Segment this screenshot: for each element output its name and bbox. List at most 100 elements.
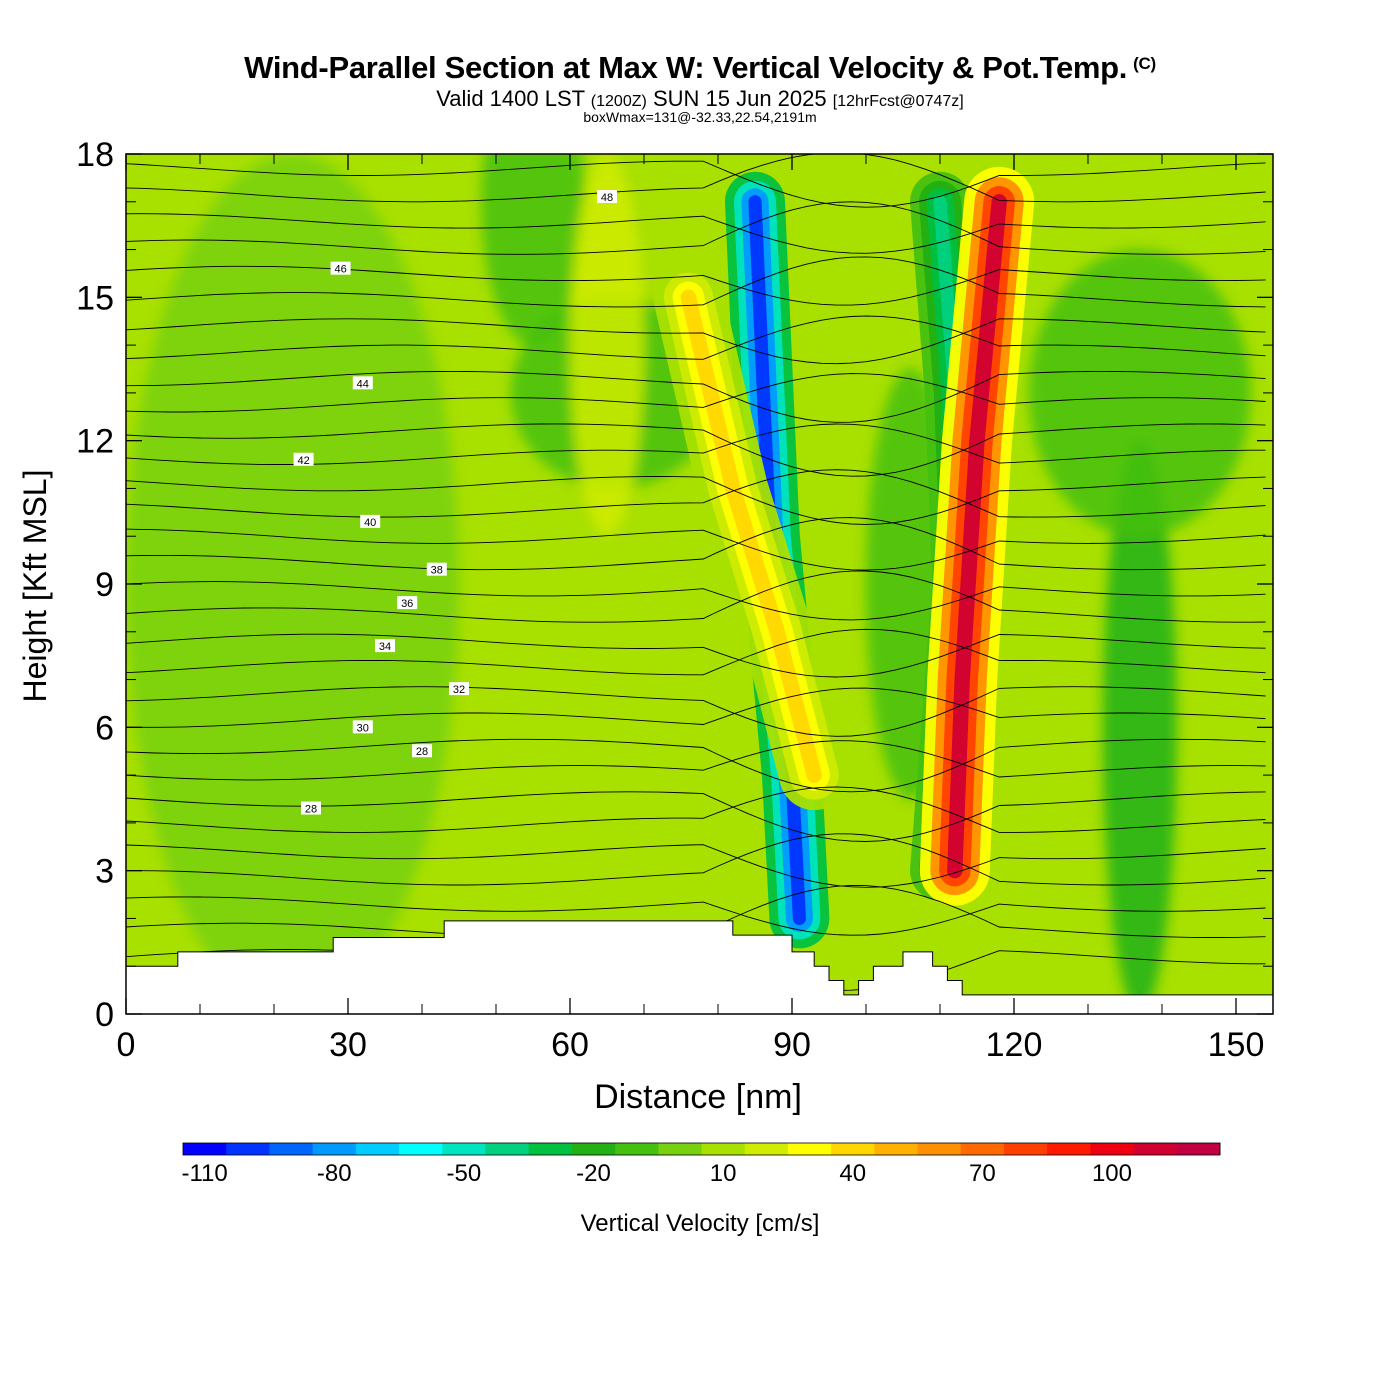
x-tick-label: 90	[773, 1026, 811, 1064]
colorbar-swatch	[874, 1143, 919, 1155]
updraft-band	[947, 194, 1007, 879]
theta-contour-label: 30	[352, 720, 373, 734]
theta-contour-line	[126, 213, 1266, 254]
theta-contour-label: 48	[597, 190, 617, 204]
colorbar-swatch	[917, 1143, 962, 1155]
copyright-mark: (C)	[1133, 54, 1156, 73]
label-text: 42	[297, 455, 309, 467]
y-tick-label: 9	[95, 566, 114, 604]
theta-contour-line	[126, 844, 1266, 888]
theta-contour-line	[126, 633, 1266, 678]
y-tick-label: 18	[76, 136, 114, 174]
colorbar-swatch	[528, 1143, 573, 1155]
theta-contour-line	[126, 373, 1266, 413]
contour-labels: 28 28 30 32 34 36 38 40 42 44 46 48	[293, 190, 617, 816]
theta-contour-line	[126, 517, 1266, 571]
label-text: 28	[305, 804, 317, 816]
colorbar-swatch	[744, 1143, 789, 1155]
field-blob	[1102, 440, 1177, 1014]
label-box	[330, 261, 351, 275]
colorbar-swatch	[269, 1143, 314, 1155]
theta-contour-line	[126, 154, 1266, 203]
theta-contour-label: 46	[330, 261, 351, 276]
field-blob	[1028, 249, 1251, 537]
colorbar-swatch	[1176, 1143, 1221, 1155]
theta-contour-line	[126, 160, 1266, 208]
theta-contour-label: 28	[412, 744, 432, 758]
colorbar-swatch	[571, 1143, 616, 1155]
colorbar-swatch	[787, 1143, 832, 1155]
colorbar-swatch	[960, 1143, 1005, 1155]
theta-contour-line	[126, 833, 1266, 886]
colorbar-swatch	[226, 1143, 270, 1155]
label-text: 46	[334, 264, 346, 276]
theta-contour-label: 40	[360, 514, 381, 529]
label-text: 48	[601, 192, 613, 204]
theta-contour-line	[126, 740, 1266, 781]
colorbar-tick-label: 100	[1092, 1160, 1132, 1187]
colorbar-tick-label: -50	[447, 1160, 482, 1187]
label-box	[375, 639, 395, 653]
colorbar-label: Vertical Velocity [cm/s]	[580, 1210, 820, 1237]
colorbar-swatch	[1003, 1143, 1048, 1155]
colorbar-swatch	[399, 1143, 443, 1155]
terrain-profile	[126, 920, 1273, 1014]
x-tick-label: 30	[329, 1026, 367, 1064]
y-axis-title: Height [Kft MSL]	[17, 470, 53, 703]
theta-contour-line	[126, 528, 1266, 571]
valid-date: SUN 15 Jun 2025	[652, 86, 827, 111]
colorbar-swatch	[1090, 1143, 1135, 1155]
label-box	[301, 801, 321, 815]
terrain	[126, 920, 1273, 1014]
y-tick-label: 0	[95, 996, 114, 1034]
theta-contour-line	[126, 570, 1266, 623]
colorbar-swatch	[312, 1143, 357, 1155]
colorbar-swatch	[355, 1143, 400, 1155]
colorbar-swatch	[658, 1143, 702, 1155]
y-tick-label: 12	[76, 423, 114, 461]
theta-contour-line	[126, 476, 1266, 525]
label-box	[352, 376, 373, 390]
colorbar-tick-label: 10	[710, 1160, 737, 1187]
theta-contour-line	[126, 265, 1266, 306]
colorbar-swatch	[1047, 1143, 1091, 1155]
x-tick-label: 150	[1208, 1026, 1265, 1064]
theta-contour-line	[126, 423, 1266, 477]
label-box	[293, 452, 314, 466]
title-text: Wind-Parallel Section at Max W: Vertical…	[244, 50, 1128, 85]
y-tick-label: 15	[76, 279, 114, 317]
theta-contour-line	[126, 628, 1266, 676]
theta-contour-line	[126, 315, 1266, 360]
theta-contour-line	[126, 896, 1266, 936]
updraft-band	[680, 289, 822, 783]
y-tick-label: 3	[95, 853, 114, 891]
utc-time: (1200Z)	[590, 93, 647, 110]
label-text: 36	[401, 598, 413, 610]
colorbar-swatch	[831, 1143, 875, 1155]
x-tick-label: 60	[551, 1026, 589, 1064]
theta-contour-line	[126, 423, 1266, 465]
theta-contour-label: 42	[293, 452, 314, 467]
label-text: 44	[357, 378, 369, 390]
label-text: 32	[453, 684, 465, 696]
colorbar-swatch	[701, 1143, 746, 1155]
theta-contour-line	[126, 201, 1266, 255]
colorbar-swatch	[442, 1143, 486, 1155]
colorbar-swatch	[183, 1143, 227, 1155]
theta-contour-line	[126, 786, 1266, 833]
colorbar-swatch	[615, 1143, 659, 1155]
colorbar-tick-label: 70	[969, 1160, 996, 1187]
label-text: 30	[357, 722, 369, 734]
label-box	[597, 190, 617, 203]
theta-contour-line	[126, 738, 1266, 793]
x-axis-title: Distance [nm]	[594, 1078, 802, 1116]
theta-contour-label: 32	[449, 682, 469, 696]
theta-contour-line	[126, 256, 1266, 308]
theta-contour-line	[126, 581, 1266, 621]
colorbar: -110 -80 -50 -20 10 40 70 100	[181, 1142, 1221, 1187]
chart-title: Wind-Parallel Section at Max W: Vertical…	[0, 50, 1400, 86]
valid-time: Valid 1400 LST	[436, 86, 585, 111]
label-text: 40	[364, 517, 376, 529]
forecast-info: [12hrFcst@0747z]	[832, 93, 964, 110]
